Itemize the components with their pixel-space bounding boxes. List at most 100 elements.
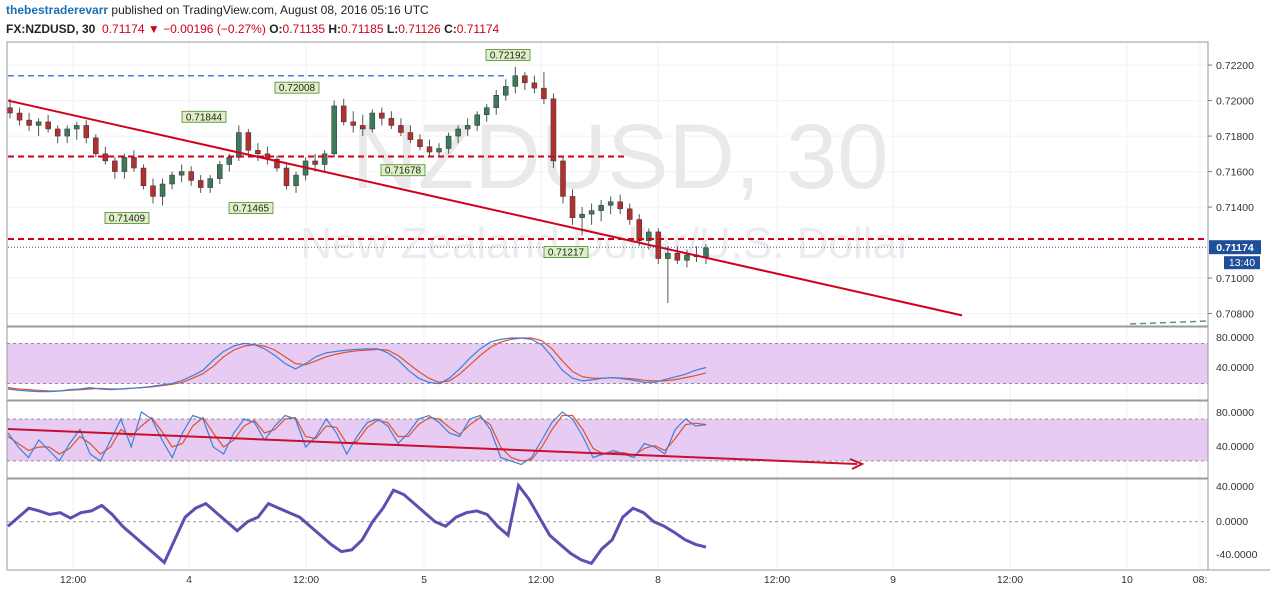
price-change: −0.00196 (−0.27%) <box>163 22 266 36</box>
price-tick-label: 0.72200 <box>1216 60 1254 72</box>
price-tick-label: 0.71800 <box>1216 131 1254 143</box>
low-value: 0.71126 <box>398 22 441 36</box>
level-label: 0.71678 <box>385 166 422 177</box>
time-tick-label: 12:00 <box>764 574 790 586</box>
candle-body <box>455 128 461 137</box>
candle-body <box>321 153 328 165</box>
oscillator-1-tick: 80.0000 <box>1216 332 1254 344</box>
close-value: 0.71174 <box>456 22 500 36</box>
candle-body <box>703 247 709 258</box>
pane-frame <box>6 400 1209 479</box>
candle-body <box>93 137 99 155</box>
candle-body <box>217 164 223 179</box>
level-label: 0.71844 <box>186 112 223 123</box>
candle-body <box>674 252 681 261</box>
oscillator-1-tick: 40.0000 <box>1216 362 1254 374</box>
countdown-badge <box>1224 256 1260 270</box>
time-tick-label: 12:00 <box>60 574 86 586</box>
down-arrow-icon: ▼ <box>147 22 160 36</box>
time-tick-label: 12:00 <box>528 574 554 586</box>
candle-body <box>226 157 233 165</box>
oscillator-2-line-1 <box>7 411 707 466</box>
time-tick-label: 5 <box>421 574 427 586</box>
published-text: published on TradingView.com, August 08,… <box>108 3 429 17</box>
candle-body <box>159 183 166 197</box>
candle-body <box>121 157 128 172</box>
candle-body <box>197 180 204 188</box>
candle-body <box>560 160 566 197</box>
candle-body <box>579 213 585 218</box>
candle-body <box>474 114 480 126</box>
candle-body <box>569 196 576 218</box>
candle-body <box>7 107 13 114</box>
pane-frame <box>6 478 1209 571</box>
lower-level-line <box>1129 320 1209 325</box>
candle-body <box>493 95 499 108</box>
symbol-label[interactable]: FX:NZDUSD, 30 <box>6 22 96 36</box>
time-tick-label: 8 <box>655 574 661 586</box>
level-label-box <box>181 110 227 123</box>
candle-body <box>426 146 433 153</box>
price-tick-label: 0.70800 <box>1216 309 1254 321</box>
candle-body <box>255 150 261 155</box>
candle-body <box>112 160 118 172</box>
time-tick-label: 12:00 <box>997 574 1023 586</box>
price-tick-label: 0.71600 <box>1216 167 1254 179</box>
candle-body <box>340 105 347 123</box>
candle-body <box>379 112 385 119</box>
candle-body <box>245 132 252 151</box>
candle-body <box>83 125 90 139</box>
author-link[interactable]: thebestraderevarr <box>6 3 109 17</box>
oscillator-3-tick: -40.0000 <box>1216 549 1258 561</box>
candle-body <box>550 98 557 162</box>
level-labels: 0.72192 0.72008 0.71844 0.71678 0.71465 0.714… <box>104 49 589 259</box>
price-tick-label: 0.72000 <box>1216 96 1254 108</box>
candle-body <box>45 121 51 130</box>
candle-body <box>512 75 519 87</box>
candle-body <box>54 128 61 137</box>
arrow-head-icon <box>849 458 865 470</box>
candle-body <box>417 139 423 147</box>
candle-body <box>35 121 42 126</box>
level-label-box <box>228 202 274 214</box>
drawing-tools[interactable] <box>7 74 1209 325</box>
candle-body <box>607 201 614 206</box>
pane-frame <box>6 326 1209 401</box>
candle-body <box>464 125 471 130</box>
time-tick-label: 12:00 <box>293 574 319 586</box>
candle-body <box>503 86 509 96</box>
candle-body <box>646 231 652 242</box>
oscillator-2-line-0 <box>7 414 707 462</box>
candle-body <box>293 174 299 187</box>
grid-lines <box>7 42 1208 570</box>
candle-body <box>617 201 623 210</box>
price-tick-label: 0.71000 <box>1216 273 1254 285</box>
candle-body <box>598 205 604 211</box>
level-label-box <box>543 246 589 258</box>
watermark-description: New Zealand Dollar/U.S. Dollar <box>300 219 911 268</box>
candle-body <box>398 125 404 133</box>
high-value: 0.71185 <box>341 22 384 36</box>
open-value: 0.71135 <box>282 22 326 36</box>
close-label: C: <box>444 22 457 36</box>
candle-body <box>436 148 442 153</box>
candle-body <box>369 112 376 130</box>
candle-body <box>188 171 194 181</box>
candle-body <box>274 158 280 169</box>
publisher-line: thebestraderevarr published on TradingVi… <box>6 3 429 17</box>
level-label-box <box>274 81 320 94</box>
candle-body <box>64 128 70 137</box>
oscillator-2-tick: 40.0000 <box>1216 441 1254 453</box>
indicator-panes <box>7 337 1208 566</box>
oscillator-1-line-1 <box>7 337 707 393</box>
candle-body <box>407 132 414 140</box>
level-label: 0.71465 <box>233 204 270 215</box>
pane-frame <box>6 41 1209 327</box>
current-price-label: 0.71174 <box>1216 242 1254 254</box>
level-label-box <box>485 49 531 61</box>
candle-body <box>665 252 671 259</box>
level-label: 0.71409 <box>109 213 146 224</box>
time-tick-label: 08: <box>1193 574 1208 586</box>
candle-body <box>26 119 32 126</box>
